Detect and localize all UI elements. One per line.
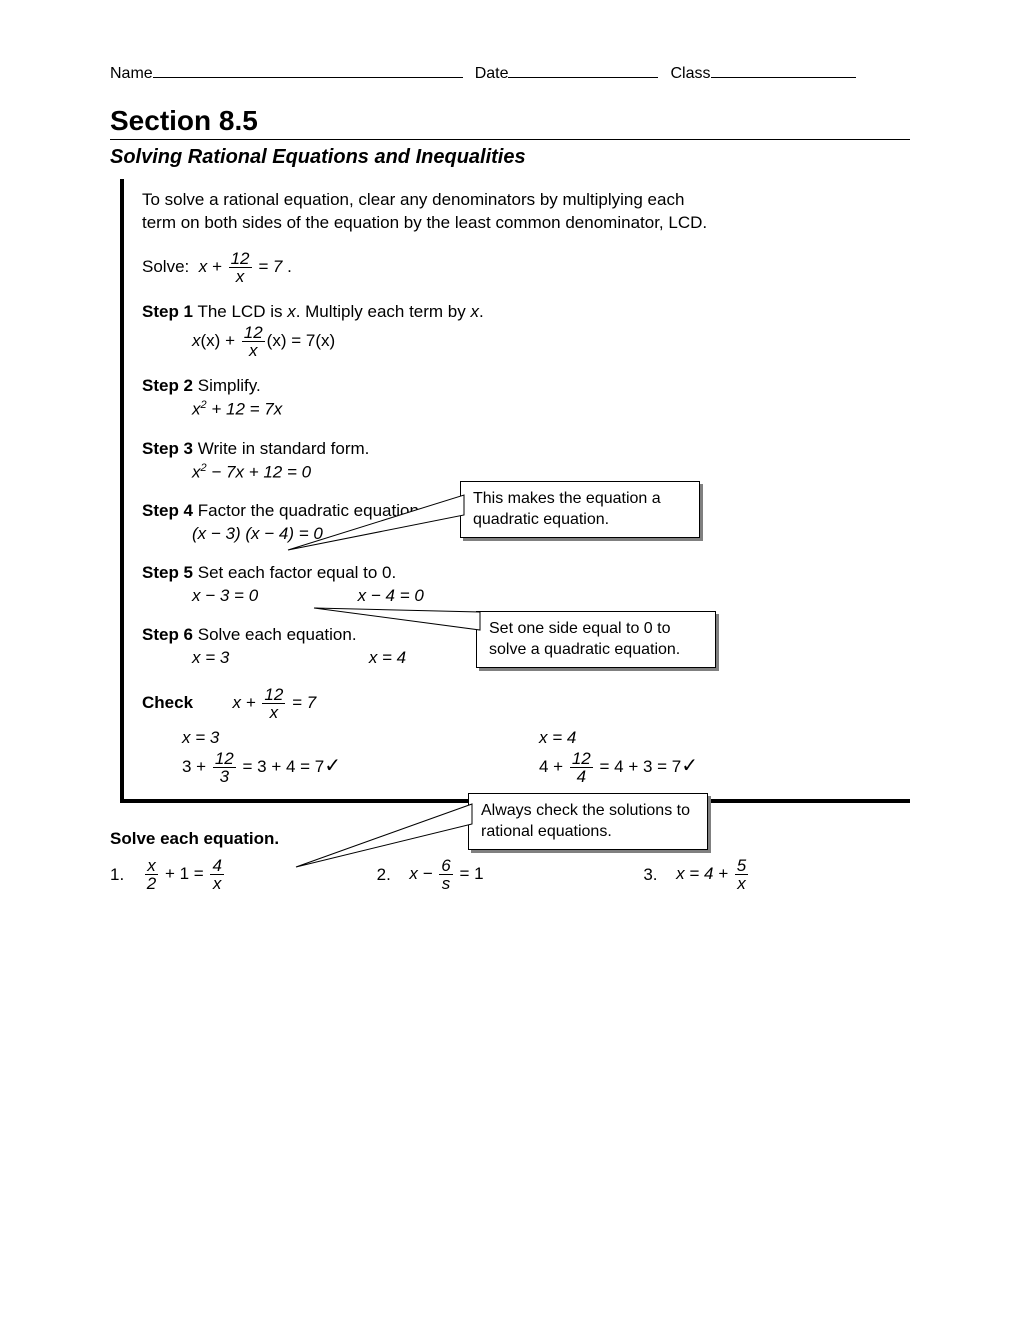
callout-check: Always check the solutions to rational e… xyxy=(468,793,708,850)
check-row: x = 3 3 + 12 3 = 3 + 4 = 7✓ x = 4 4 + xyxy=(182,727,896,785)
section-subtitle: Solving Rational Equations and Inequalit… xyxy=(110,146,910,169)
step-2-equation: x2 + 12 = 7x xyxy=(192,398,896,422)
step-text: Write in standard form. xyxy=(198,439,370,458)
check-mark-icon: ✓ xyxy=(681,755,698,777)
math-text: = 7 xyxy=(258,257,282,276)
denominator: s xyxy=(439,874,452,892)
step-text: Set each factor equal to 0. xyxy=(198,563,396,582)
solve-label: Solve: xyxy=(142,257,189,276)
step-text: Simplify. xyxy=(198,376,261,395)
check-2-equation: 4 + 12 4 = 4 + 3 = 7✓ xyxy=(539,750,896,785)
check-col-1: x = 3 3 + 12 3 = 3 + 4 = 7✓ xyxy=(182,727,539,785)
step-5: Step 5 Set each factor equal to 0. x − 3… xyxy=(142,562,896,608)
math-text: (x) xyxy=(315,331,335,350)
math-text: (x) xyxy=(201,331,221,350)
math-text: 4 + xyxy=(539,757,563,776)
name-blank[interactable] xyxy=(153,60,463,78)
fraction: 12 3 xyxy=(213,750,236,785)
step-5-equations: x − 3 = 0 x − 4 = 0 xyxy=(192,585,896,608)
check-1-equation: 3 + 12 3 = 3 + 4 = 7✓ xyxy=(182,750,539,785)
denominator: x xyxy=(242,341,265,359)
fraction: x 2 xyxy=(145,857,158,892)
step-label: Step 2 xyxy=(142,376,193,395)
date-blank[interactable] xyxy=(508,60,658,78)
solve-line: Solve: x + 12 x = 7 . xyxy=(142,250,896,285)
numerator: x xyxy=(145,857,158,874)
numerator: 12 xyxy=(213,750,236,767)
math-text: (x) xyxy=(267,331,287,350)
fraction: 12 x xyxy=(242,324,265,359)
step-3: Step 3 Write in standard form. x2 − 7x +… xyxy=(142,438,896,485)
math-text: + xyxy=(225,331,235,350)
class-blank[interactable] xyxy=(711,60,856,78)
step-1: Step 1 The LCD is x. Multiply each term … xyxy=(142,301,896,359)
callout-standard-form: Set one side equal to 0 to solve a quadr… xyxy=(476,611,716,668)
callout-pointer-icon xyxy=(288,495,464,553)
name-label: Name xyxy=(110,65,153,83)
math-text: x = 3 xyxy=(192,648,229,667)
numerator: 12 xyxy=(570,750,593,767)
math-text: 3 + xyxy=(182,757,206,776)
date-label: Date xyxy=(475,65,509,83)
step-label: Step 5 xyxy=(142,563,193,582)
step-1-equation: x(x) + 12 x (x) = 7(x) xyxy=(192,324,896,359)
numerator: 12 xyxy=(229,250,252,267)
problem-number: 1. xyxy=(110,865,138,885)
fraction: 5 x xyxy=(735,857,748,892)
math-text: = 7 xyxy=(292,693,316,712)
math-text: = 7 xyxy=(291,331,315,350)
math-text: + 1 = xyxy=(165,864,204,883)
example-box: To solve a rational equation, clear any … xyxy=(120,179,910,803)
section-title: Section 8.5 xyxy=(110,105,910,137)
header-row: Name Date Class xyxy=(110,60,910,83)
step-label: Step 4 xyxy=(142,501,193,520)
check-label: Check xyxy=(142,693,193,712)
step-label: Step 3 xyxy=(142,439,193,458)
denominator: x xyxy=(262,703,285,721)
math-text: = 3 + 4 = 7 xyxy=(243,757,325,776)
denominator: x xyxy=(735,874,748,892)
divider xyxy=(110,139,910,140)
problem-3: 3. x = 4 + 5 x xyxy=(643,857,910,892)
denominator: x xyxy=(229,267,252,285)
numerator: 4 xyxy=(210,857,223,874)
math-text: = 4 + 3 = 7 xyxy=(600,757,682,776)
math-text: x + xyxy=(199,257,222,276)
step-text: The LCD is x. Multiply each term by x. xyxy=(197,302,483,321)
fraction: 4 x xyxy=(210,857,223,892)
callout-pointer-icon xyxy=(314,604,480,634)
math-text: x xyxy=(192,331,201,350)
math-text: x + xyxy=(233,693,256,712)
check-col-2: x = 4 4 + 12 4 = 4 + 3 = 7✓ xyxy=(539,727,896,785)
math-text: x − 3 = 0 xyxy=(192,586,258,605)
math-text: x = 4 xyxy=(539,727,896,750)
denominator: x xyxy=(210,874,223,892)
callout-quadratic: This makes the equation a quadratic equa… xyxy=(460,481,700,538)
math-text: x = 3 xyxy=(182,727,539,750)
step-2: Step 2 Simplify. x2 + 12 = 7x xyxy=(142,375,896,422)
step-label: Step 1 xyxy=(142,302,193,321)
numerator: 12 xyxy=(262,686,285,703)
numerator: 5 xyxy=(735,857,748,874)
numerator: 12 xyxy=(242,324,265,341)
problems-row: 1. x 2 + 1 = 4 x 2. x − 6 s = 1 3. x = 4… xyxy=(110,857,910,892)
problem-number: 3. xyxy=(643,865,671,885)
check-section: Check x + 12 x = 7 x = 3 3 + 12 3 = xyxy=(142,686,896,785)
class-label: Class xyxy=(670,65,710,83)
denominator: 3 xyxy=(213,767,236,785)
step-label: Step 6 xyxy=(142,625,193,644)
math-text: x = 4 xyxy=(369,648,406,667)
denominator: 4 xyxy=(570,767,593,785)
fraction: 12 4 xyxy=(570,750,593,785)
check-mark-icon: ✓ xyxy=(324,755,341,777)
period: . xyxy=(287,257,292,276)
denominator: 2 xyxy=(145,874,158,892)
worksheet-page: Name Date Class Section 8.5 Solving Rati… xyxy=(0,0,1020,932)
math-text: x = 4 + xyxy=(676,864,728,883)
callout-pointer-icon xyxy=(296,804,472,872)
fraction: 12 x xyxy=(229,250,252,285)
math-text: x − 4 = 0 xyxy=(358,586,424,605)
fraction: 12 x xyxy=(262,686,285,721)
intro-text: To solve a rational equation, clear any … xyxy=(142,189,722,235)
